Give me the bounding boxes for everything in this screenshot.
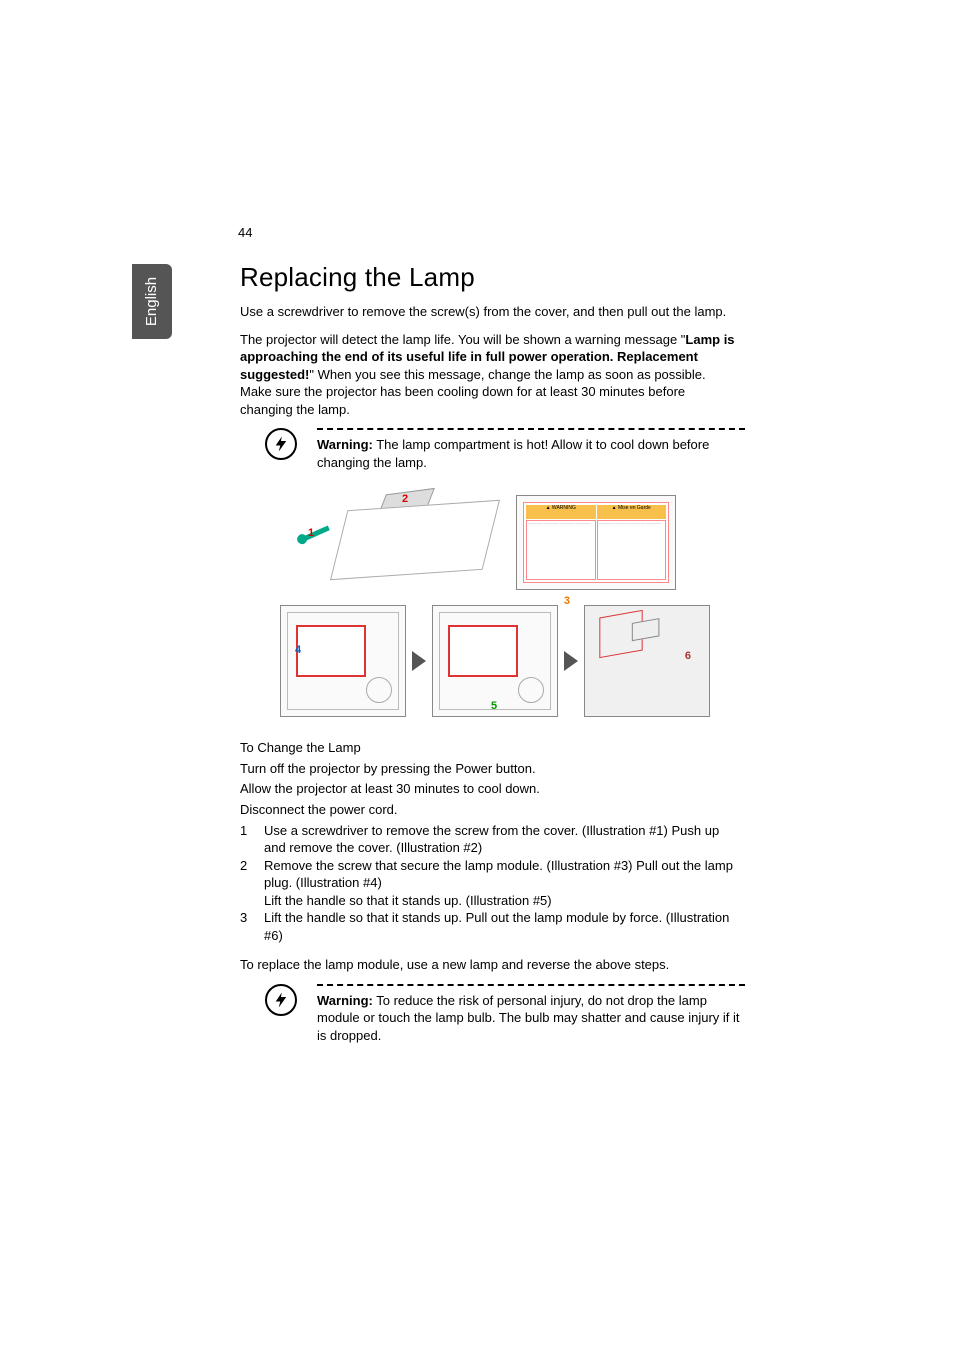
- steps-title: To Change the Lamp: [240, 739, 740, 757]
- step-item: 1 Use a screwdriver to remove the screw …: [240, 822, 740, 857]
- warning-block-2: Warning: To reduce the risk of personal …: [265, 984, 745, 1045]
- step-item: 3 Lift the handle so that it stands up. …: [240, 909, 740, 944]
- warning-divider-2: [317, 984, 745, 986]
- diagram-proj-body: [330, 500, 500, 580]
- sticker-cell: ――――― ――――― ――――― ―――――: [526, 520, 596, 580]
- step-item: 2 Remove the screw that secure the lamp …: [240, 857, 740, 910]
- diagram-label-4: 4: [295, 644, 301, 656]
- diagram-projector-view: 1 2: [280, 487, 510, 597]
- steps-pre-3: Disconnect the power cord.: [240, 801, 740, 819]
- diagram-label-6: 6: [685, 650, 691, 662]
- lightning-svg: [272, 435, 290, 453]
- step-number: 3: [240, 909, 264, 944]
- warning-body-2: Warning: To reduce the risk of personal …: [317, 984, 745, 1045]
- warning2-label: Warning:: [317, 993, 373, 1008]
- warning2-text: To reduce the risk of personal injury, d…: [317, 993, 740, 1043]
- intro-paragraph-2: The projector will detect the lamp life.…: [240, 331, 740, 419]
- warning-block-1: Warning: The lamp compartment is hot! Al…: [265, 428, 745, 471]
- step-text: Remove the screw that secure the lamp mo…: [264, 857, 740, 910]
- warning-text-1: Warning: The lamp compartment is hot! Al…: [317, 436, 745, 471]
- warning-divider-1: [317, 428, 745, 430]
- diagram-warning-sticker: ▲ WARNING ▲ Mise en Garde ――――― ――――― ――…: [516, 495, 676, 590]
- arrow-right-icon: [564, 651, 578, 671]
- warning-text-2: Warning: To reduce the risk of personal …: [317, 992, 745, 1045]
- language-tab-label: English: [144, 277, 161, 326]
- diagram-label-1: 1: [308, 527, 314, 539]
- step-text: Use a screwdriver to remove the screw fr…: [264, 822, 740, 857]
- diagram-top-row: 1 2 ▲ WARNING ▲ Mise en Garde ――――― ――――…: [280, 487, 720, 597]
- language-tab: English: [132, 264, 172, 339]
- warning1-label: Warning:: [317, 437, 373, 452]
- step-text: Lift the handle so that it stands up. Pu…: [264, 909, 740, 944]
- warning-sticker: ▲ WARNING ▲ Mise en Garde ――――― ――――― ――…: [523, 502, 669, 583]
- diagram-step-c: 6: [584, 605, 710, 717]
- lamp-replacement-diagram: 1 2 ▲ WARNING ▲ Mise en Garde ――――― ――――…: [280, 487, 720, 717]
- warning-body-1: Warning: The lamp compartment is hot! Al…: [317, 428, 745, 471]
- diagram-step-a: 4: [280, 605, 406, 717]
- sticker-header-right: ▲ Mise en Garde: [597, 505, 667, 519]
- steps-block: To Change the Lamp Turn off the projecto…: [240, 739, 740, 944]
- intro-2-post: " When you see this message, change the …: [240, 367, 706, 417]
- diagram-lamp-module: [599, 610, 642, 658]
- lightning-icon: [265, 984, 297, 1016]
- steps-pre-1: Turn off the projector by pressing the P…: [240, 760, 740, 778]
- lightning-icon: [265, 428, 297, 460]
- intro-paragraph-1: Use a screwdriver to remove the screw(s)…: [240, 303, 740, 321]
- step-number: 2: [240, 857, 264, 910]
- diagram-bottom-row: 4 5 6: [280, 605, 720, 717]
- steps-list: 1 Use a screwdriver to remove the screw …: [240, 822, 740, 945]
- page-content: Replacing the Lamp Use a screwdriver to …: [240, 262, 740, 1045]
- step-number: 1: [240, 822, 264, 857]
- diagram-step-b: 5: [432, 605, 558, 717]
- page-number: 44: [238, 225, 252, 240]
- steps-pre-2: Allow the projector at least 30 minutes …: [240, 780, 740, 798]
- diagram-label-5: 5: [491, 700, 497, 712]
- warning1-text: The lamp compartment is hot! Allow it to…: [317, 437, 709, 470]
- intro-2-pre: The projector will detect the lamp life.…: [240, 332, 685, 347]
- diagram-label-2: 2: [402, 493, 408, 505]
- page-title: Replacing the Lamp: [240, 262, 740, 293]
- final-paragraph: To replace the lamp module, use a new la…: [240, 956, 740, 974]
- sticker-cell: ――――― ――――― ――――― ―――――: [597, 520, 667, 580]
- lightning-svg: [272, 991, 290, 1009]
- arrow-right-icon: [412, 651, 426, 671]
- sticker-header-left: ▲ WARNING: [526, 505, 596, 519]
- diagram-internals-a: [287, 612, 399, 710]
- diagram-internals-b: [439, 612, 551, 710]
- diagram-screwdriver: [302, 526, 330, 542]
